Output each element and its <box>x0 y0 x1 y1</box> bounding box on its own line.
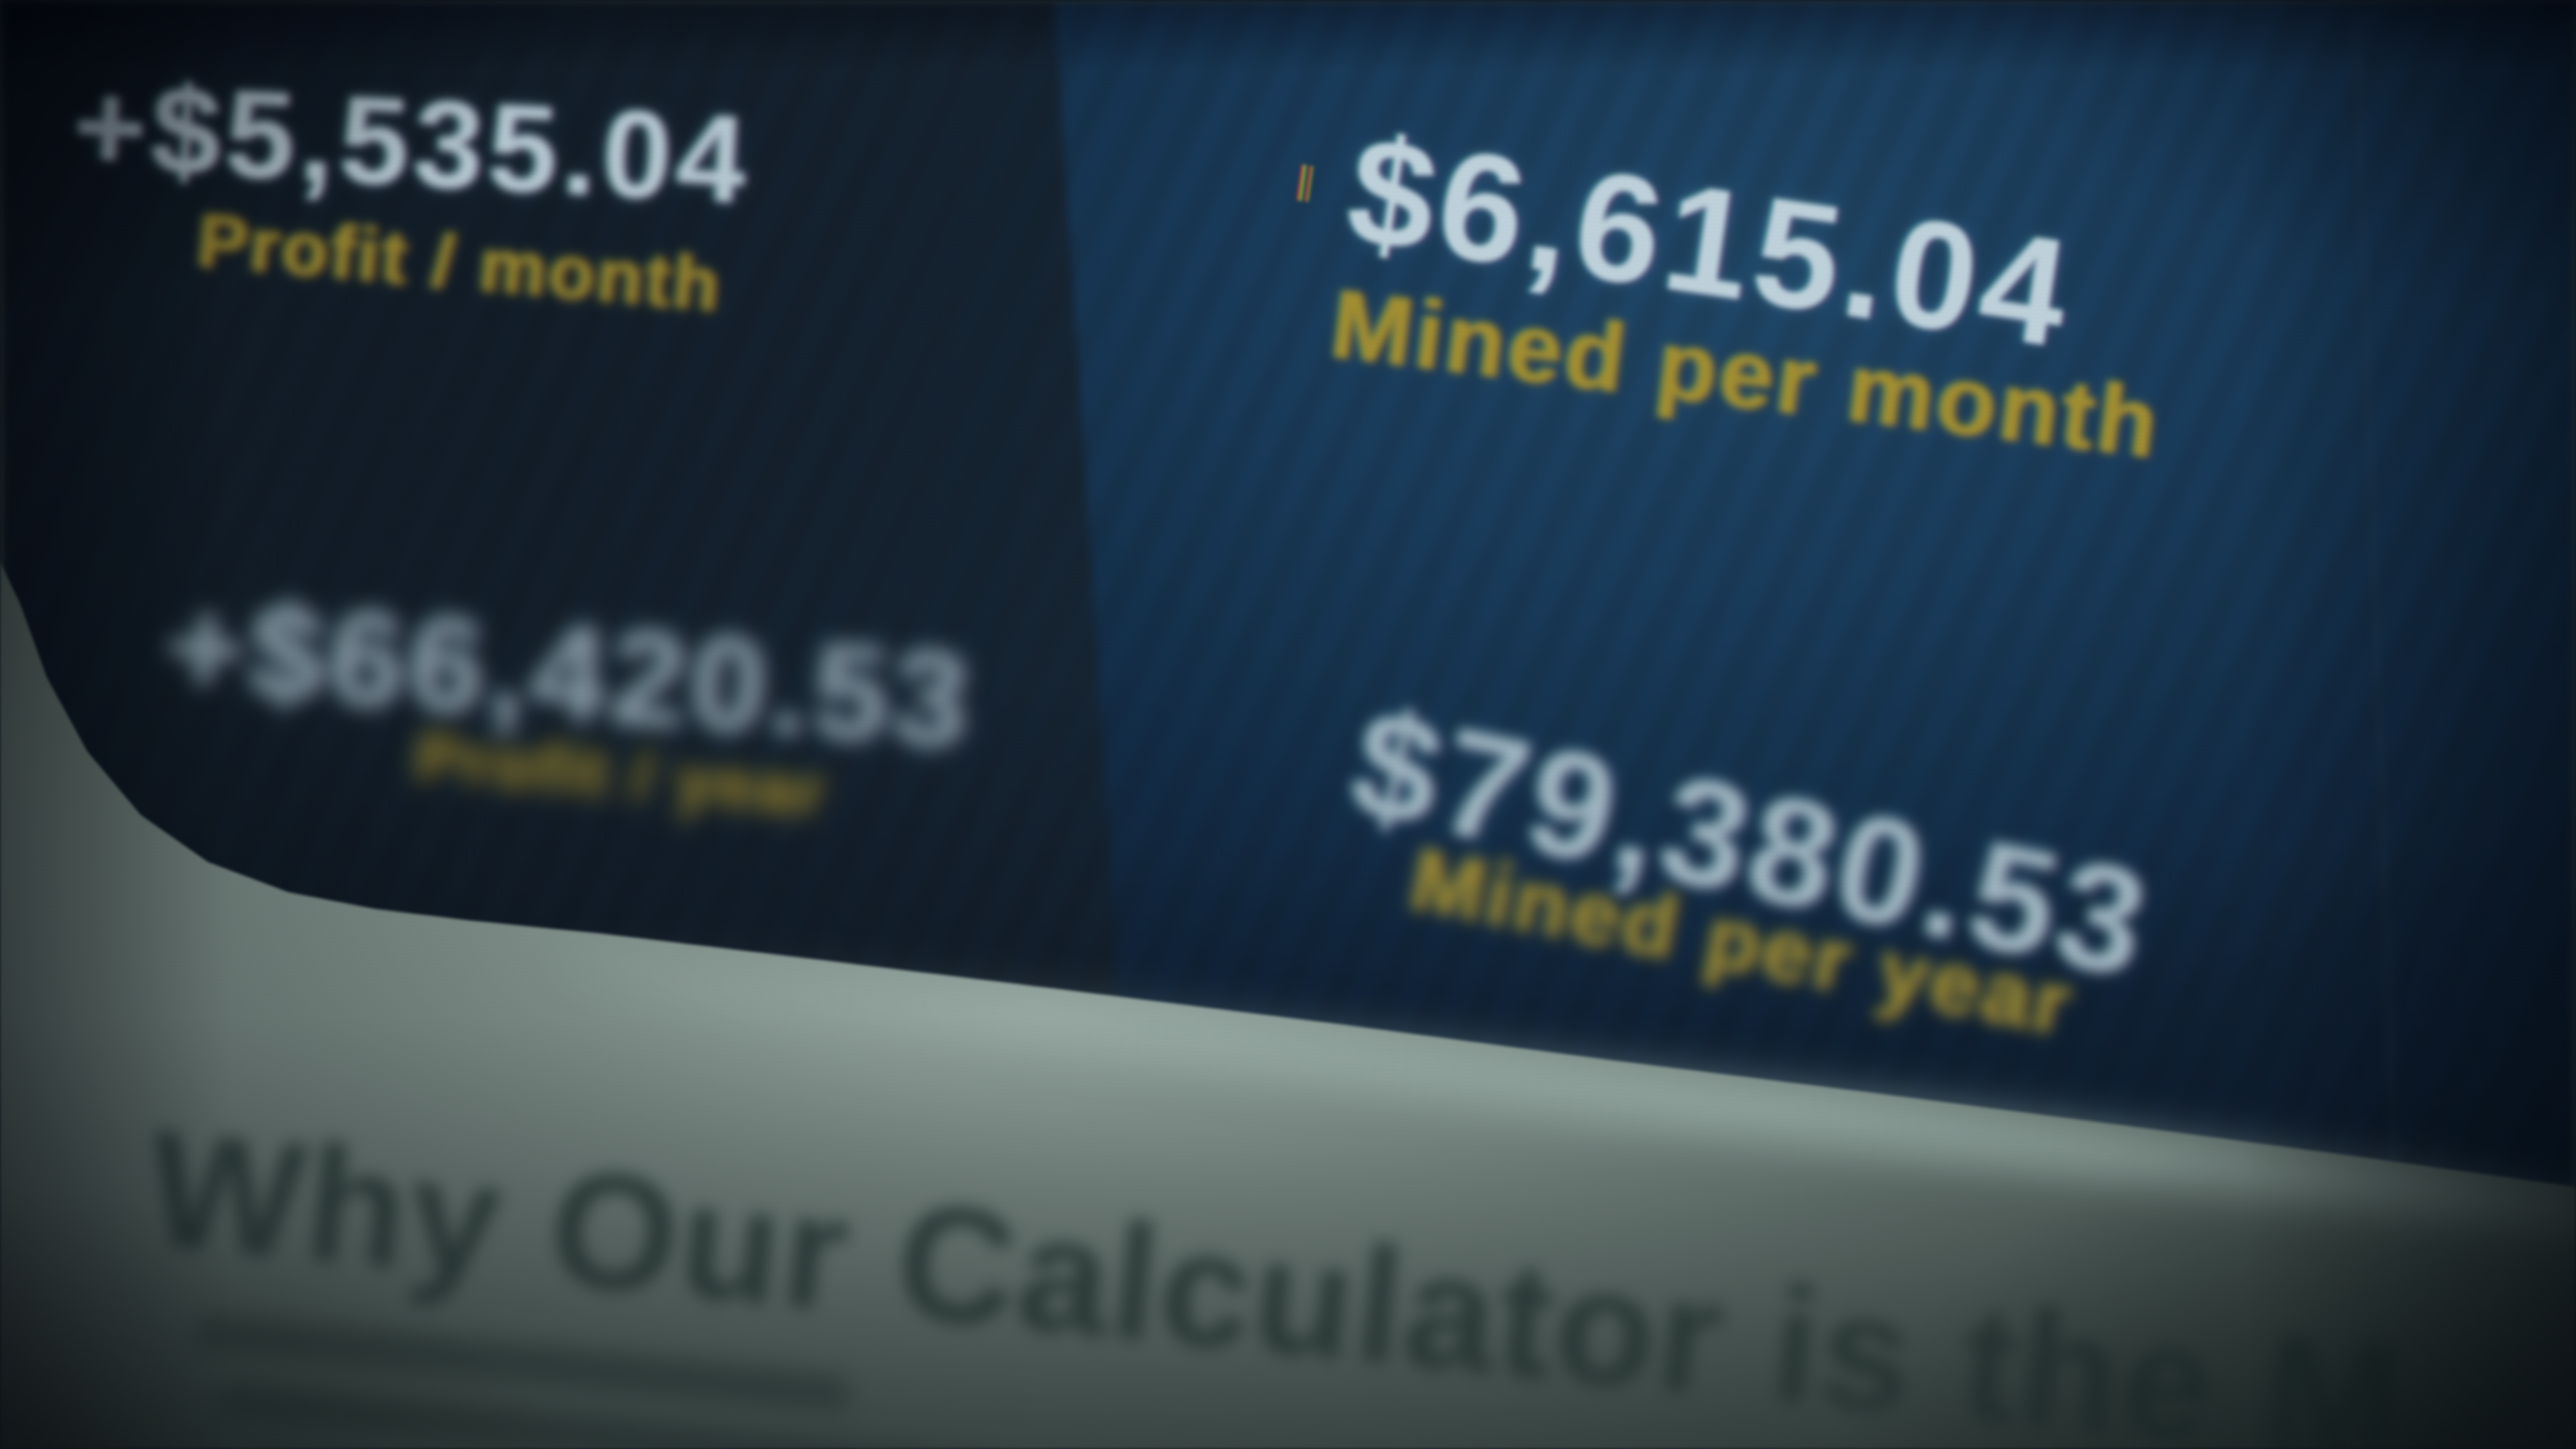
camera-vignette <box>0 0 2576 1449</box>
photographed-screen: +$5,535.04 Profit / month $6,615.04 Mine… <box>0 0 2576 1449</box>
